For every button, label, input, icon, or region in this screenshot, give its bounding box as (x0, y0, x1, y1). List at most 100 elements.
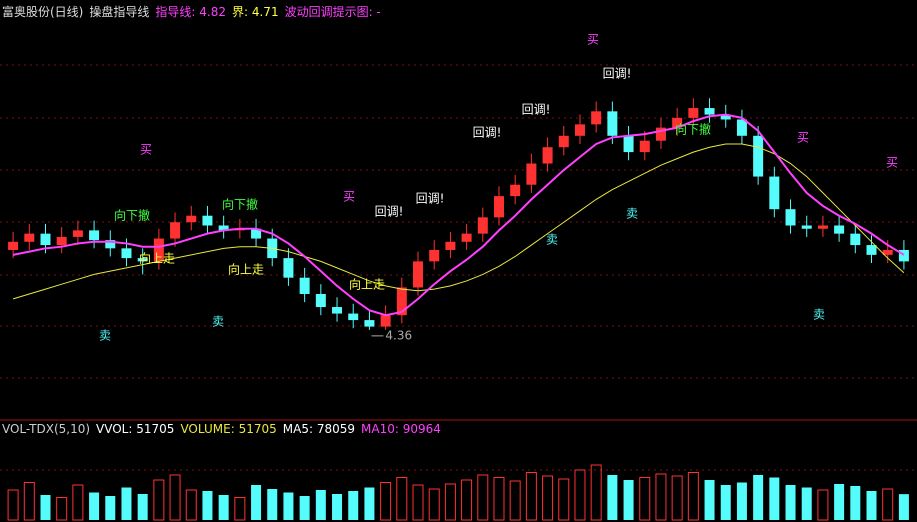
indicator-name: 操盘指导线 (89, 5, 150, 19)
volume-bar (525, 472, 537, 521)
annotation: 回调! (522, 103, 551, 117)
candle-body (396, 287, 407, 316)
candle-body (574, 124, 585, 136)
candle-body (153, 238, 164, 262)
volume-bar (137, 494, 148, 520)
candle-body (380, 315, 391, 327)
volume-bar (396, 477, 408, 521)
guide-value: 4.82 (199, 5, 226, 19)
candle-body (461, 233, 472, 242)
candle-body (137, 258, 148, 262)
annotation: 买 (886, 156, 898, 170)
annotation: 卖 (212, 315, 224, 329)
candle-body (736, 119, 747, 136)
volume-bar (769, 477, 780, 520)
candle-body (332, 307, 343, 314)
candle-body (510, 184, 521, 197)
annotation: 买 (797, 131, 809, 145)
candle-body (623, 135, 634, 153)
volume-stat-label: VVOL: (96, 422, 133, 436)
volume-bar (234, 497, 246, 521)
hint: 波动回调提示图: - (284, 5, 381, 19)
annotation: 卖 (813, 308, 825, 322)
volume-bar (283, 492, 294, 520)
volume-title: VOL-TDX(5,10) (2, 422, 91, 436)
volume-bar (169, 474, 181, 521)
annotation: 向上走 (349, 277, 385, 292)
candle-body (364, 320, 375, 327)
annotation: 向上走 (139, 251, 175, 266)
candle-body (40, 233, 51, 246)
volume-bar (23, 482, 35, 521)
volume-bar (850, 486, 861, 520)
candle-body (882, 249, 893, 255)
annotation: 回调! (375, 205, 404, 219)
volume-bar (7, 489, 19, 521)
candle-body (639, 140, 650, 153)
candle-body (769, 176, 780, 210)
candle-body (866, 245, 877, 255)
guide-label-text: 指导线: (155, 5, 196, 19)
main-header: 富奥股份(日线) 操盘指导线 指导线: 4.82 界: 4.71 波动回调提示图… (2, 3, 381, 20)
volume-bar (153, 479, 165, 521)
volume-bar (785, 485, 796, 520)
annotation: 卖 (626, 207, 638, 221)
volume-bar (493, 477, 505, 521)
candle-body (607, 111, 618, 136)
candle-body (8, 241, 19, 250)
volume-stat-value: 51705 (238, 422, 277, 436)
candle-body (251, 228, 262, 239)
candle-body (817, 225, 828, 229)
volume-bar (753, 475, 764, 520)
volume-bar (105, 496, 116, 520)
stock-name: 富奥股份(日线) (2, 5, 84, 19)
annotation: 卖 (546, 233, 558, 247)
annotation: 向下撤 (114, 208, 150, 223)
volume-bar (639, 477, 651, 521)
candle-body (24, 233, 35, 242)
candle-body (801, 225, 812, 229)
bound-label-text: 界: (231, 5, 249, 19)
volume-bar (720, 485, 731, 520)
candle-body (526, 163, 537, 185)
candle-body (785, 209, 796, 226)
volume-stat-value: 51705 (136, 422, 175, 436)
volume-bar (704, 480, 715, 520)
volume-stat-value: 78059 (316, 422, 356, 436)
volume-bar (428, 488, 440, 521)
candle-body (720, 114, 731, 120)
volume-bar (412, 484, 424, 521)
candle-body (477, 217, 488, 234)
annotation: 回调! (416, 192, 445, 206)
bound-line (12, 143, 905, 300)
guide-label: 指导线: 4.82 (155, 3, 226, 20)
candle-body (413, 261, 424, 288)
volume-bar (185, 489, 197, 521)
volume-bar (202, 491, 213, 520)
candle-body (542, 147, 553, 164)
volume-bar (687, 472, 699, 521)
volume-bar (542, 475, 554, 521)
volume-bar (56, 497, 68, 521)
volume-bar (655, 473, 667, 521)
bound-value: 4.71 (251, 5, 279, 19)
annotation: 回调! (473, 126, 502, 140)
candle-body (672, 117, 683, 128)
volume-bar (882, 488, 894, 521)
volume-bar (332, 494, 343, 520)
volume-bar (801, 487, 812, 520)
volume-stat: VOLUME: 51705 (180, 422, 276, 436)
candle-body (493, 196, 504, 218)
low-marker: 4.36 (385, 328, 412, 342)
candle-body (186, 215, 197, 223)
annotation: 买 (140, 143, 152, 157)
volume-header: VOL-TDX(5,10) VVOL: 51705 VOLUME: 51705 MA… (2, 422, 441, 436)
volume-bar (348, 491, 359, 520)
candle-body (121, 248, 132, 259)
volume-stat-label: MA5: (282, 422, 313, 436)
annotation: 向下撤 (222, 197, 258, 212)
volume-bar (218, 495, 229, 520)
volume-bar (89, 492, 100, 520)
candle-body (850, 233, 861, 246)
